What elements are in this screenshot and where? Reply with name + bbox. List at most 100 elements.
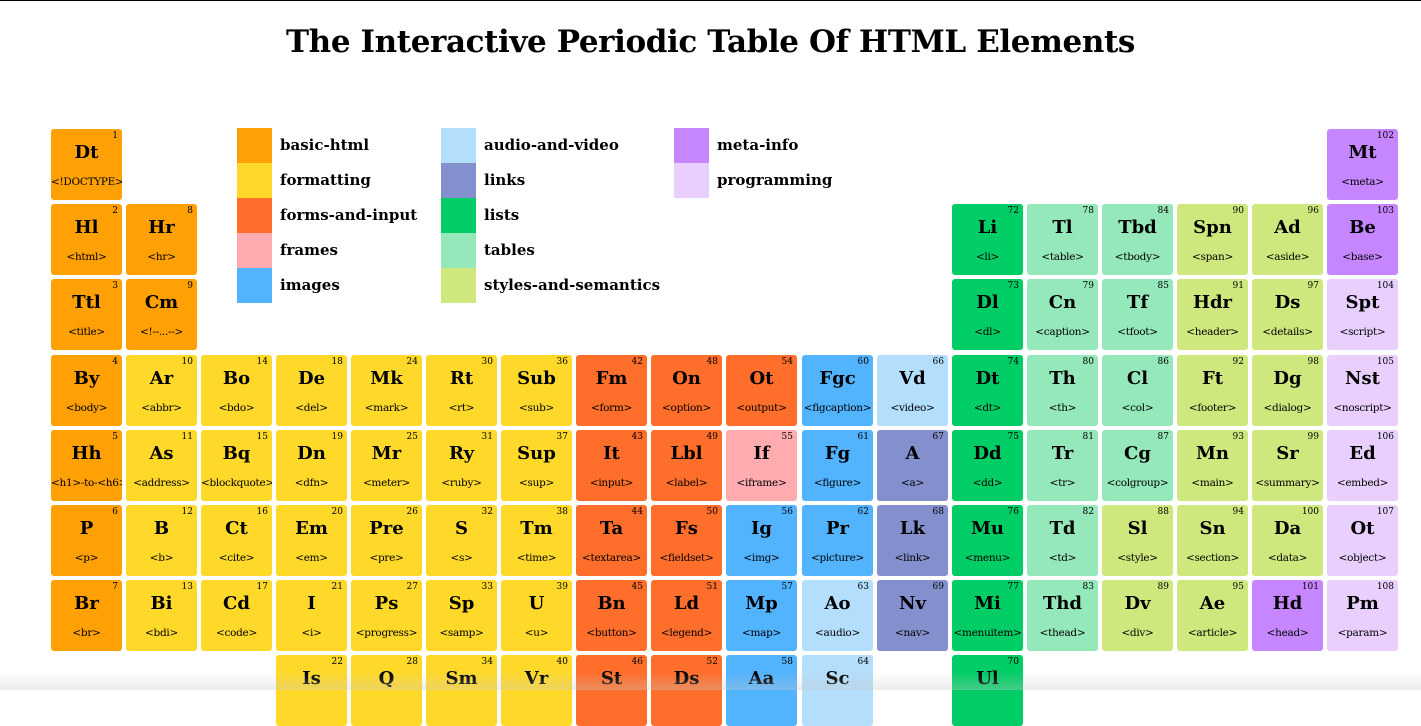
- element-cell[interactable]: 77 Mi <menuitem>: [952, 580, 1023, 651]
- element-cell[interactable]: 1 Dt <!DOCTYPE>: [51, 129, 122, 200]
- element-cell[interactable]: 13 Bi <bdi>: [126, 580, 197, 651]
- element-cell[interactable]: 89 Dv <div>: [1102, 580, 1173, 651]
- element-cell[interactable]: 75 Dd <dd>: [952, 430, 1023, 501]
- element-cell[interactable]: 44 Ta <textarea>: [576, 505, 647, 576]
- element-cell[interactable]: 96 Ad <aside>: [1252, 204, 1323, 275]
- element-cell[interactable]: 46 St: [576, 655, 647, 726]
- element-cell[interactable]: 62 Pr <picture>: [802, 505, 873, 576]
- element-cell[interactable]: 91 Hdr <header>: [1177, 279, 1248, 350]
- element-cell[interactable]: 49 Lbl <label>: [651, 430, 722, 501]
- element-cell[interactable]: 90 Spn <span>: [1177, 204, 1248, 275]
- element-cell[interactable]: 52 Ds: [651, 655, 722, 726]
- element-cell[interactable]: 80 Th <th>: [1027, 355, 1098, 426]
- element-cell[interactable]: 68 Lk <link>: [877, 505, 948, 576]
- element-cell[interactable]: 10 Ar <abbr>: [126, 355, 197, 426]
- element-cell[interactable]: 73 Dl <dl>: [952, 279, 1023, 350]
- element-cell[interactable]: 85 Tf <tfoot>: [1102, 279, 1173, 350]
- element-cell[interactable]: 84 Tbd <tbody>: [1102, 204, 1173, 275]
- element-cell[interactable]: 101 Hd <head>: [1252, 580, 1323, 651]
- element-cell[interactable]: 83 Thd <thead>: [1027, 580, 1098, 651]
- element-cell[interactable]: 64 Sc: [802, 655, 873, 726]
- element-cell[interactable]: 54 Ot <output>: [726, 355, 797, 426]
- element-cell[interactable]: 70 Ul: [952, 655, 1023, 726]
- element-cell[interactable]: 12 B <b>: [126, 505, 197, 576]
- element-cell[interactable]: 45 Bn <button>: [576, 580, 647, 651]
- element-cell[interactable]: 48 On <option>: [651, 355, 722, 426]
- element-cell[interactable]: 33 Sp <samp>: [426, 580, 497, 651]
- element-cell[interactable]: 7 Br <br>: [51, 580, 122, 651]
- element-cell[interactable]: 30 Rt <rt>: [426, 355, 497, 426]
- element-cell[interactable]: 42 Fm <form>: [576, 355, 647, 426]
- element-cell[interactable]: 36 Sub <sub>: [501, 355, 572, 426]
- element-cell[interactable]: 17 Cd <code>: [201, 580, 272, 651]
- element-cell[interactable]: 6 P <p>: [51, 505, 122, 576]
- element-cell[interactable]: 78 Tl <table>: [1027, 204, 1098, 275]
- element-cell[interactable]: 69 Nv <nav>: [877, 580, 948, 651]
- element-cell[interactable]: 100 Da <data>: [1252, 505, 1323, 576]
- element-cell[interactable]: 26 Pre <pre>: [351, 505, 422, 576]
- element-cell[interactable]: 93 Mn <main>: [1177, 430, 1248, 501]
- element-cell[interactable]: 87 Cg <colgroup>: [1102, 430, 1173, 501]
- element-cell[interactable]: 95 Ae <article>: [1177, 580, 1248, 651]
- element-cell[interactable]: 61 Fg <figure>: [802, 430, 873, 501]
- element-cell[interactable]: 67 A <a>: [877, 430, 948, 501]
- element-cell[interactable]: 21 I <i>: [276, 580, 347, 651]
- element-cell[interactable]: 103 Be <base>: [1327, 204, 1398, 275]
- element-cell[interactable]: 39 U <u>: [501, 580, 572, 651]
- element-cell[interactable]: 76 Mu <menu>: [952, 505, 1023, 576]
- element-cell[interactable]: 66 Vd <video>: [877, 355, 948, 426]
- element-cell[interactable]: 107 Ot <object>: [1327, 505, 1398, 576]
- element-cell[interactable]: 94 Sn <section>: [1177, 505, 1248, 576]
- element-cell[interactable]: 58 Aa: [726, 655, 797, 726]
- element-cell[interactable]: 14 Bo <bdo>: [201, 355, 272, 426]
- element-cell[interactable]: 74 Dt <dt>: [952, 355, 1023, 426]
- element-cell[interactable]: 99 Sr <summary>: [1252, 430, 1323, 501]
- element-cell[interactable]: 8 Hr <hr>: [126, 204, 197, 275]
- element-cell[interactable]: 108 Pm <param>: [1327, 580, 1398, 651]
- element-cell[interactable]: 3 Ttl <title>: [51, 279, 122, 350]
- element-cell[interactable]: 25 Mr <meter>: [351, 430, 422, 501]
- element-cell[interactable]: 40 Vr: [501, 655, 572, 726]
- element-cell[interactable]: 34 Sm: [426, 655, 497, 726]
- element-cell[interactable]: 31 Ry <ruby>: [426, 430, 497, 501]
- element-cell[interactable]: 11 As <address>: [126, 430, 197, 501]
- element-cell[interactable]: 51 Ld <legend>: [651, 580, 722, 651]
- element-cell[interactable]: 37 Sup <sup>: [501, 430, 572, 501]
- element-cell[interactable]: 106 Ed <embed>: [1327, 430, 1398, 501]
- element-cell[interactable]: 60 Fgc <figcaption>: [802, 355, 873, 426]
- element-cell[interactable]: 97 Ds <details>: [1252, 279, 1323, 350]
- element-cell[interactable]: 20 Em <em>: [276, 505, 347, 576]
- element-cell[interactable]: 2 Hl <html>: [51, 204, 122, 275]
- element-cell[interactable]: 63 Ao <audio>: [802, 580, 873, 651]
- element-symbol: U: [528, 593, 545, 614]
- element-cell[interactable]: 104 Spt <script>: [1327, 279, 1398, 350]
- element-cell[interactable]: 9 Cm <!--...-->: [126, 279, 197, 350]
- element-cell[interactable]: 82 Td <td>: [1027, 505, 1098, 576]
- element-cell[interactable]: 57 Mp <map>: [726, 580, 797, 651]
- element-cell[interactable]: 86 Cl <col>: [1102, 355, 1173, 426]
- element-cell[interactable]: 27 Ps <progress>: [351, 580, 422, 651]
- element-cell[interactable]: 22 Is: [276, 655, 347, 726]
- element-cell[interactable]: 92 Ft <footer>: [1177, 355, 1248, 426]
- element-cell[interactable]: 79 Cn <caption>: [1027, 279, 1098, 350]
- element-cell[interactable]: 16 Ct <cite>: [201, 505, 272, 576]
- element-cell[interactable]: 55 If <iframe>: [726, 430, 797, 501]
- element-cell[interactable]: 56 Ig <img>: [726, 505, 797, 576]
- element-cell[interactable]: 4 By <body>: [51, 355, 122, 426]
- element-cell[interactable]: 88 Sl <style>: [1102, 505, 1173, 576]
- element-cell[interactable]: 19 Dn <dfn>: [276, 430, 347, 501]
- element-cell[interactable]: 72 Li <li>: [952, 204, 1023, 275]
- element-cell[interactable]: 102 Mt <meta>: [1327, 129, 1398, 200]
- element-cell[interactable]: 105 Nst <noscript>: [1327, 355, 1398, 426]
- element-cell[interactable]: 38 Tm <time>: [501, 505, 572, 576]
- element-cell[interactable]: 43 It <input>: [576, 430, 647, 501]
- element-cell[interactable]: 15 Bq <blockquote>: [201, 430, 272, 501]
- element-cell[interactable]: 28 Q: [351, 655, 422, 726]
- element-cell[interactable]: 5 Hh <h1>-to-<h6>: [51, 430, 122, 501]
- element-cell[interactable]: 81 Tr <tr>: [1027, 430, 1098, 501]
- element-cell[interactable]: 50 Fs <fieldset>: [651, 505, 722, 576]
- element-cell[interactable]: 98 Dg <dialog>: [1252, 355, 1323, 426]
- element-cell[interactable]: 24 Mk <mark>: [351, 355, 422, 426]
- element-cell[interactable]: 18 De <del>: [276, 355, 347, 426]
- element-cell[interactable]: 32 S <s>: [426, 505, 497, 576]
